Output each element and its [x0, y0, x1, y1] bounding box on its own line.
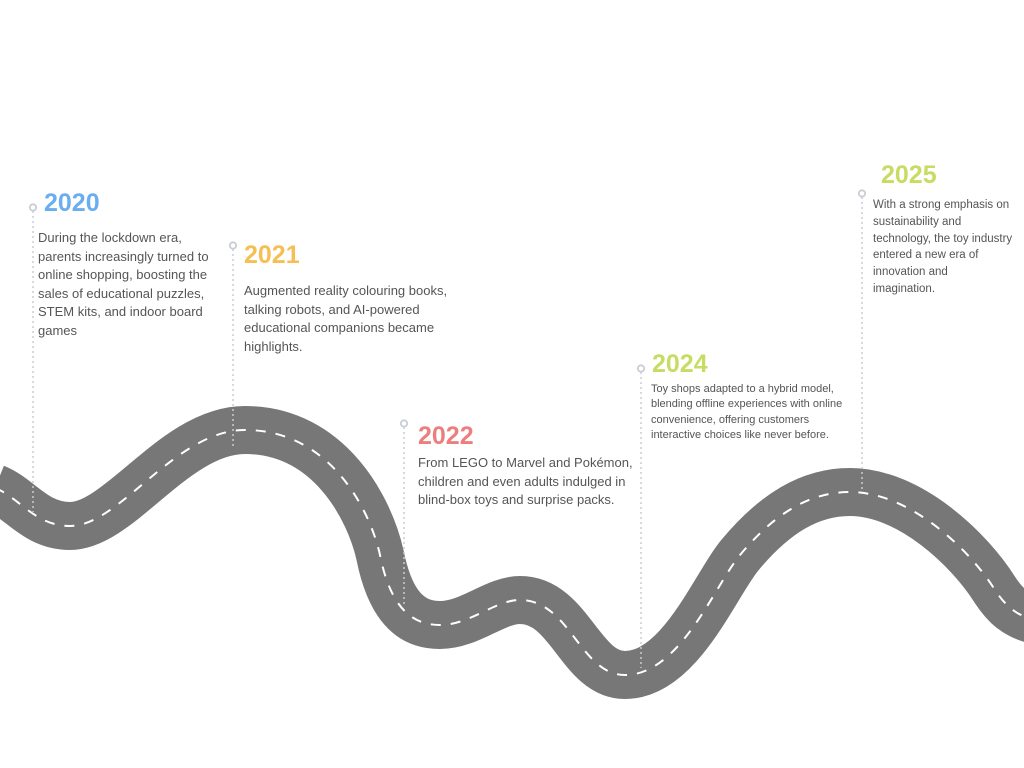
connector-2020	[28, 203, 38, 512]
milestone-2024-year: 2024	[652, 350, 708, 378]
milestone-2025-year: 2025	[881, 161, 937, 189]
milestone-2024-text: Toy shops adapted to a hybrid model, ble…	[651, 383, 843, 441]
milestone-2025-text: With a strong emphasis on sustainability…	[873, 199, 1013, 295]
milestone-2022-year: 2022	[418, 422, 474, 450]
connector-marker	[28, 203, 38, 212]
connector-2024	[636, 364, 646, 668]
connector-marker	[399, 419, 409, 428]
connector-marker	[636, 364, 646, 373]
connector-2021	[228, 241, 238, 446]
connector-marker	[857, 189, 867, 198]
milestone-2022-text: From LEGO to Marvel and Pokémon, childre…	[418, 455, 633, 507]
milestone-2020-year: 2020	[44, 189, 100, 217]
connector-2025	[857, 189, 867, 490]
milestone-2021-text: Augmented reality colouring books, talki…	[244, 283, 448, 354]
milestone-2021-year: 2021	[244, 241, 300, 269]
connector-marker	[228, 241, 238, 250]
milestone-2020-text: During the lockdown era, parents increas…	[38, 230, 209, 338]
connector-2022	[399, 419, 409, 606]
road-centerline	[0, 428, 1024, 677]
